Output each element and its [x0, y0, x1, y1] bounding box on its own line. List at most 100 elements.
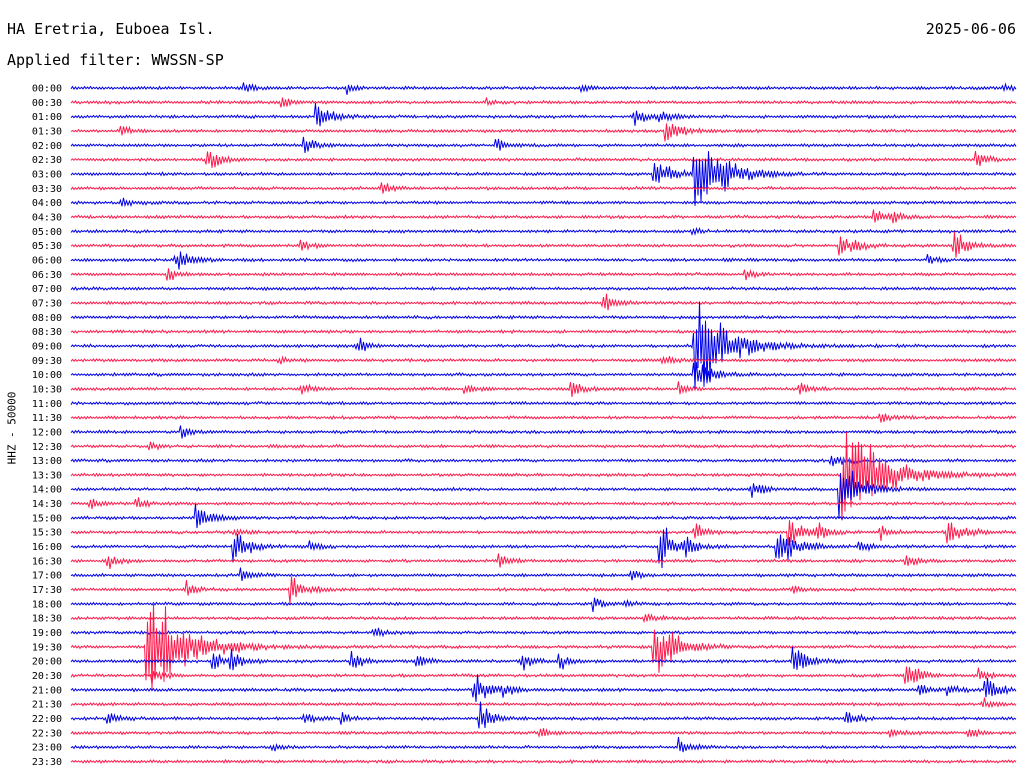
trace-0830	[70, 328, 1017, 335]
row-label-1600: 16:00	[32, 542, 62, 553]
row-label-0230: 02:30	[32, 155, 62, 166]
row-label-2330: 23:30	[32, 757, 62, 768]
trace-0430	[70, 209, 1017, 224]
trace-0800	[70, 314, 1017, 321]
trace-1800	[70, 597, 1017, 612]
row-label-2230: 22:30	[32, 728, 62, 739]
row-label-1930: 19:30	[32, 642, 62, 653]
row-label-1700: 17:00	[32, 571, 62, 582]
row-label-1030: 10:30	[32, 384, 62, 395]
trace-0100	[70, 103, 1017, 127]
row-label-0100: 01:00	[32, 112, 62, 123]
row-label-0200: 02:00	[32, 141, 62, 152]
row-label-0600: 06:00	[32, 255, 62, 266]
row-label-0930: 09:30	[32, 356, 62, 367]
row-label-1630: 16:30	[32, 556, 62, 567]
trace-2330	[70, 758, 1017, 765]
row-label-1430: 14:30	[32, 499, 62, 510]
row-label-0700: 07:00	[32, 284, 62, 295]
trace-1130	[70, 413, 1017, 423]
trace-0930	[70, 355, 1017, 365]
row-label-1300: 13:00	[32, 456, 62, 467]
trace-1900	[70, 627, 1017, 638]
trace-2000	[70, 647, 1017, 671]
row-label-1100: 11:00	[32, 399, 62, 410]
row-label-0830: 08:30	[32, 327, 62, 338]
trace-2030	[70, 666, 1017, 685]
row-label-0630: 06:30	[32, 270, 62, 281]
trace-0630	[70, 268, 1017, 281]
row-label-1400: 14:00	[32, 485, 62, 496]
row-label-1800: 18:00	[32, 599, 62, 610]
trace-0230	[70, 151, 1017, 168]
trace-2100	[70, 674, 1017, 702]
trace-2230	[70, 728, 1017, 739]
trace-1430	[70, 497, 1017, 509]
trace-1000	[70, 362, 1017, 383]
trace-1200	[70, 425, 1017, 439]
row-label-0400: 04:00	[32, 198, 62, 209]
row-label-1130: 11:30	[32, 413, 62, 424]
trace-0600	[70, 251, 1017, 270]
row-label-2200: 22:00	[32, 714, 62, 725]
plot-date: 2025-06-06	[925, 20, 1016, 38]
row-label-1000: 10:00	[32, 370, 62, 381]
row-label-1330: 13:30	[32, 470, 62, 481]
row-label-1730: 17:30	[32, 585, 62, 596]
trace-0130	[70, 123, 1017, 142]
trace-0730	[70, 293, 1017, 311]
trace-2130	[70, 697, 1017, 709]
row-label-1200: 12:00	[32, 427, 62, 438]
row-label-0300: 03:00	[32, 169, 62, 180]
trace-2200	[70, 701, 1017, 729]
row-label-0730: 07:30	[32, 298, 62, 309]
trace-0300	[70, 151, 1017, 206]
trace-1530	[70, 520, 1017, 546]
trace-0200	[70, 136, 1017, 153]
row-label-1900: 19:00	[32, 628, 62, 639]
row-label-0030: 00:30	[32, 98, 62, 109]
row-label-0130: 01:30	[32, 126, 62, 137]
trace-0530	[70, 231, 1017, 258]
row-label-1830: 18:30	[32, 614, 62, 625]
trace-1630	[70, 553, 1017, 569]
row-label-1230: 12:30	[32, 442, 62, 453]
row-label-0000: 00:00	[32, 84, 62, 95]
trace-1100	[70, 400, 1017, 406]
row-label-0330: 03:30	[32, 184, 62, 195]
trace-1930	[70, 602, 1017, 692]
trace-1600	[70, 527, 1017, 569]
trace-1700	[70, 567, 1017, 581]
time-labels: 00:00 00:30 01:00 01:30 02:00 02:30 03:00 03:30…	[32, 84, 62, 769]
trace-0000	[70, 82, 1017, 95]
trace-1230	[70, 441, 1017, 451]
trace-0400	[70, 197, 1017, 208]
trace-0030	[70, 97, 1017, 108]
row-label-1530: 15:30	[32, 528, 62, 539]
trace-0700	[70, 286, 1017, 292]
trace-0500	[70, 226, 1017, 237]
row-label-2100: 21:00	[32, 685, 62, 696]
trace-2300	[70, 736, 1017, 753]
row-label-0800: 08:00	[32, 313, 62, 324]
trace-1830	[70, 613, 1017, 624]
row-label-2300: 23:00	[32, 743, 62, 754]
row-label-1500: 15:00	[32, 513, 62, 524]
row-label-0900: 09:00	[32, 341, 62, 352]
row-label-2130: 21:30	[32, 700, 62, 711]
trace-0900	[70, 301, 1017, 391]
row-label-0500: 05:00	[32, 227, 62, 238]
trace-0330	[70, 182, 1017, 194]
row-label-0430: 04:30	[32, 212, 62, 223]
station-name: HA Eretria, Euboea Isl.	[7, 20, 215, 38]
row-label-2000: 20:00	[32, 657, 62, 668]
trace-1400	[70, 470, 1017, 519]
trace-1500	[70, 504, 1017, 529]
trace-1030	[70, 381, 1017, 398]
trace-1330	[70, 431, 1017, 521]
trace-1730	[70, 576, 1017, 604]
filter-label: Applied filter: WWSSN-SP	[7, 51, 224, 69]
row-label-2030: 20:30	[32, 671, 62, 682]
traces	[70, 82, 1017, 765]
